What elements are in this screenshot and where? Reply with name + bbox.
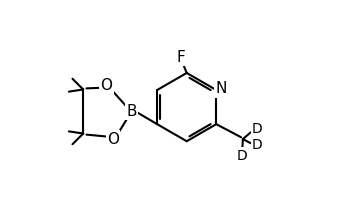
Text: O: O [100,78,112,93]
Text: N: N [215,81,227,96]
Text: F: F [176,50,185,65]
Text: D: D [252,122,263,136]
Text: D: D [236,149,247,163]
Text: O: O [107,132,119,147]
Text: D: D [252,138,263,152]
Text: B: B [126,104,137,119]
